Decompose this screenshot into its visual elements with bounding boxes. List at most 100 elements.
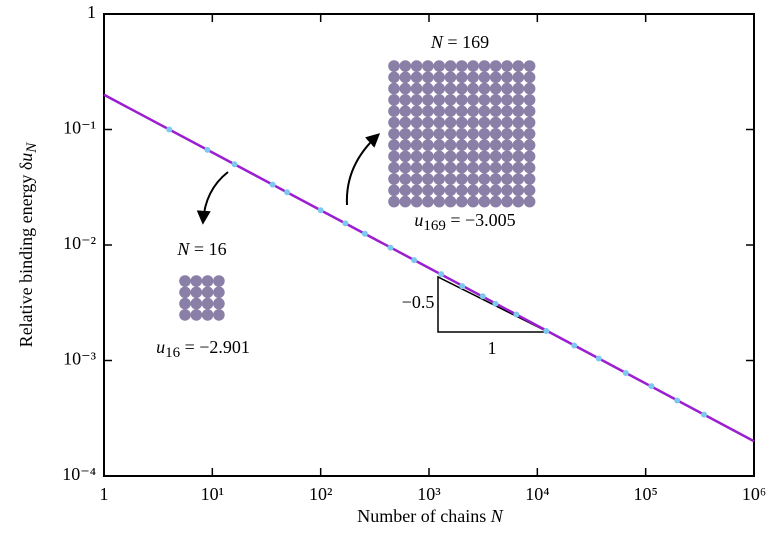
bead [190,286,203,299]
bead [467,173,479,185]
bead [467,105,479,117]
bead [456,71,468,84]
bead [433,139,446,151]
bead [478,161,491,174]
bead [456,105,468,117]
bead [456,150,468,163]
annotation: N = 169 [430,32,489,52]
data-point [622,369,629,376]
bead [388,94,400,106]
bead [190,275,203,287]
bead [433,116,446,129]
bead [489,60,502,72]
bead [456,60,468,72]
data-point [701,411,708,418]
bead [489,82,502,95]
bead [489,195,502,208]
bead [489,184,502,197]
bead [433,82,446,95]
bead [213,297,225,310]
slope-label: −0.5 [402,292,435,312]
bead [444,173,457,185]
bead [478,139,491,151]
bead [523,60,536,72]
bead [456,116,468,129]
bead [467,94,479,106]
data-point [492,300,499,307]
bead [501,105,513,117]
bead [433,60,446,72]
data-point [387,244,394,251]
data-point [571,342,578,349]
bead [422,173,434,185]
bead [410,82,423,95]
bead [512,128,525,140]
bead [433,173,446,185]
bead [489,161,502,174]
x-tick-label: 10³ [417,484,441,504]
bead [456,82,468,95]
bead [478,94,491,106]
x-tick-label: 10⁵ [634,484,658,504]
x-tick-label: 10⁶ [742,484,766,504]
bead [444,60,457,72]
bead [523,105,536,117]
bead [444,184,457,197]
bead [501,173,513,185]
bead [444,82,457,95]
bead [422,94,434,106]
bead [433,150,446,163]
bead [433,105,446,117]
bead [213,286,225,299]
bead [478,173,491,185]
annotation: u16 = −2.901 [156,337,250,361]
bead [433,128,446,140]
bead [501,82,513,95]
data-point [231,161,238,168]
bead [399,150,412,163]
bead [179,297,191,310]
bead [523,71,536,84]
bead [523,94,536,106]
bead [388,139,400,151]
bead [467,161,479,174]
bead [388,60,400,72]
x-axis-label: Number of chains N [357,506,503,526]
bead [399,116,412,129]
bead [456,139,468,151]
bead [478,195,491,208]
bead [523,150,536,163]
x-tick-label: 1 [100,484,109,504]
bead [501,94,513,106]
bead [512,71,525,84]
bead [444,116,457,129]
bead [467,71,479,84]
bead [512,173,525,185]
bead [422,71,434,84]
bead [444,195,457,208]
bead [399,60,412,72]
bead [388,173,400,185]
data-point [674,397,681,404]
bead [399,139,412,151]
bead [489,94,502,106]
bead [467,116,479,129]
data-point [459,283,466,290]
y-tick-label: 10⁻³ [63,349,97,369]
bead [388,116,400,129]
bead [501,116,513,129]
bead [410,150,423,163]
bead [399,105,412,117]
bead [501,60,513,72]
data-point [166,126,173,133]
bead [444,128,457,140]
bead [410,105,423,117]
bead [410,94,423,106]
bead [179,275,191,287]
bead [512,184,525,197]
bead [456,184,468,197]
bead [422,116,434,129]
bead [179,309,191,321]
bead [410,173,423,185]
